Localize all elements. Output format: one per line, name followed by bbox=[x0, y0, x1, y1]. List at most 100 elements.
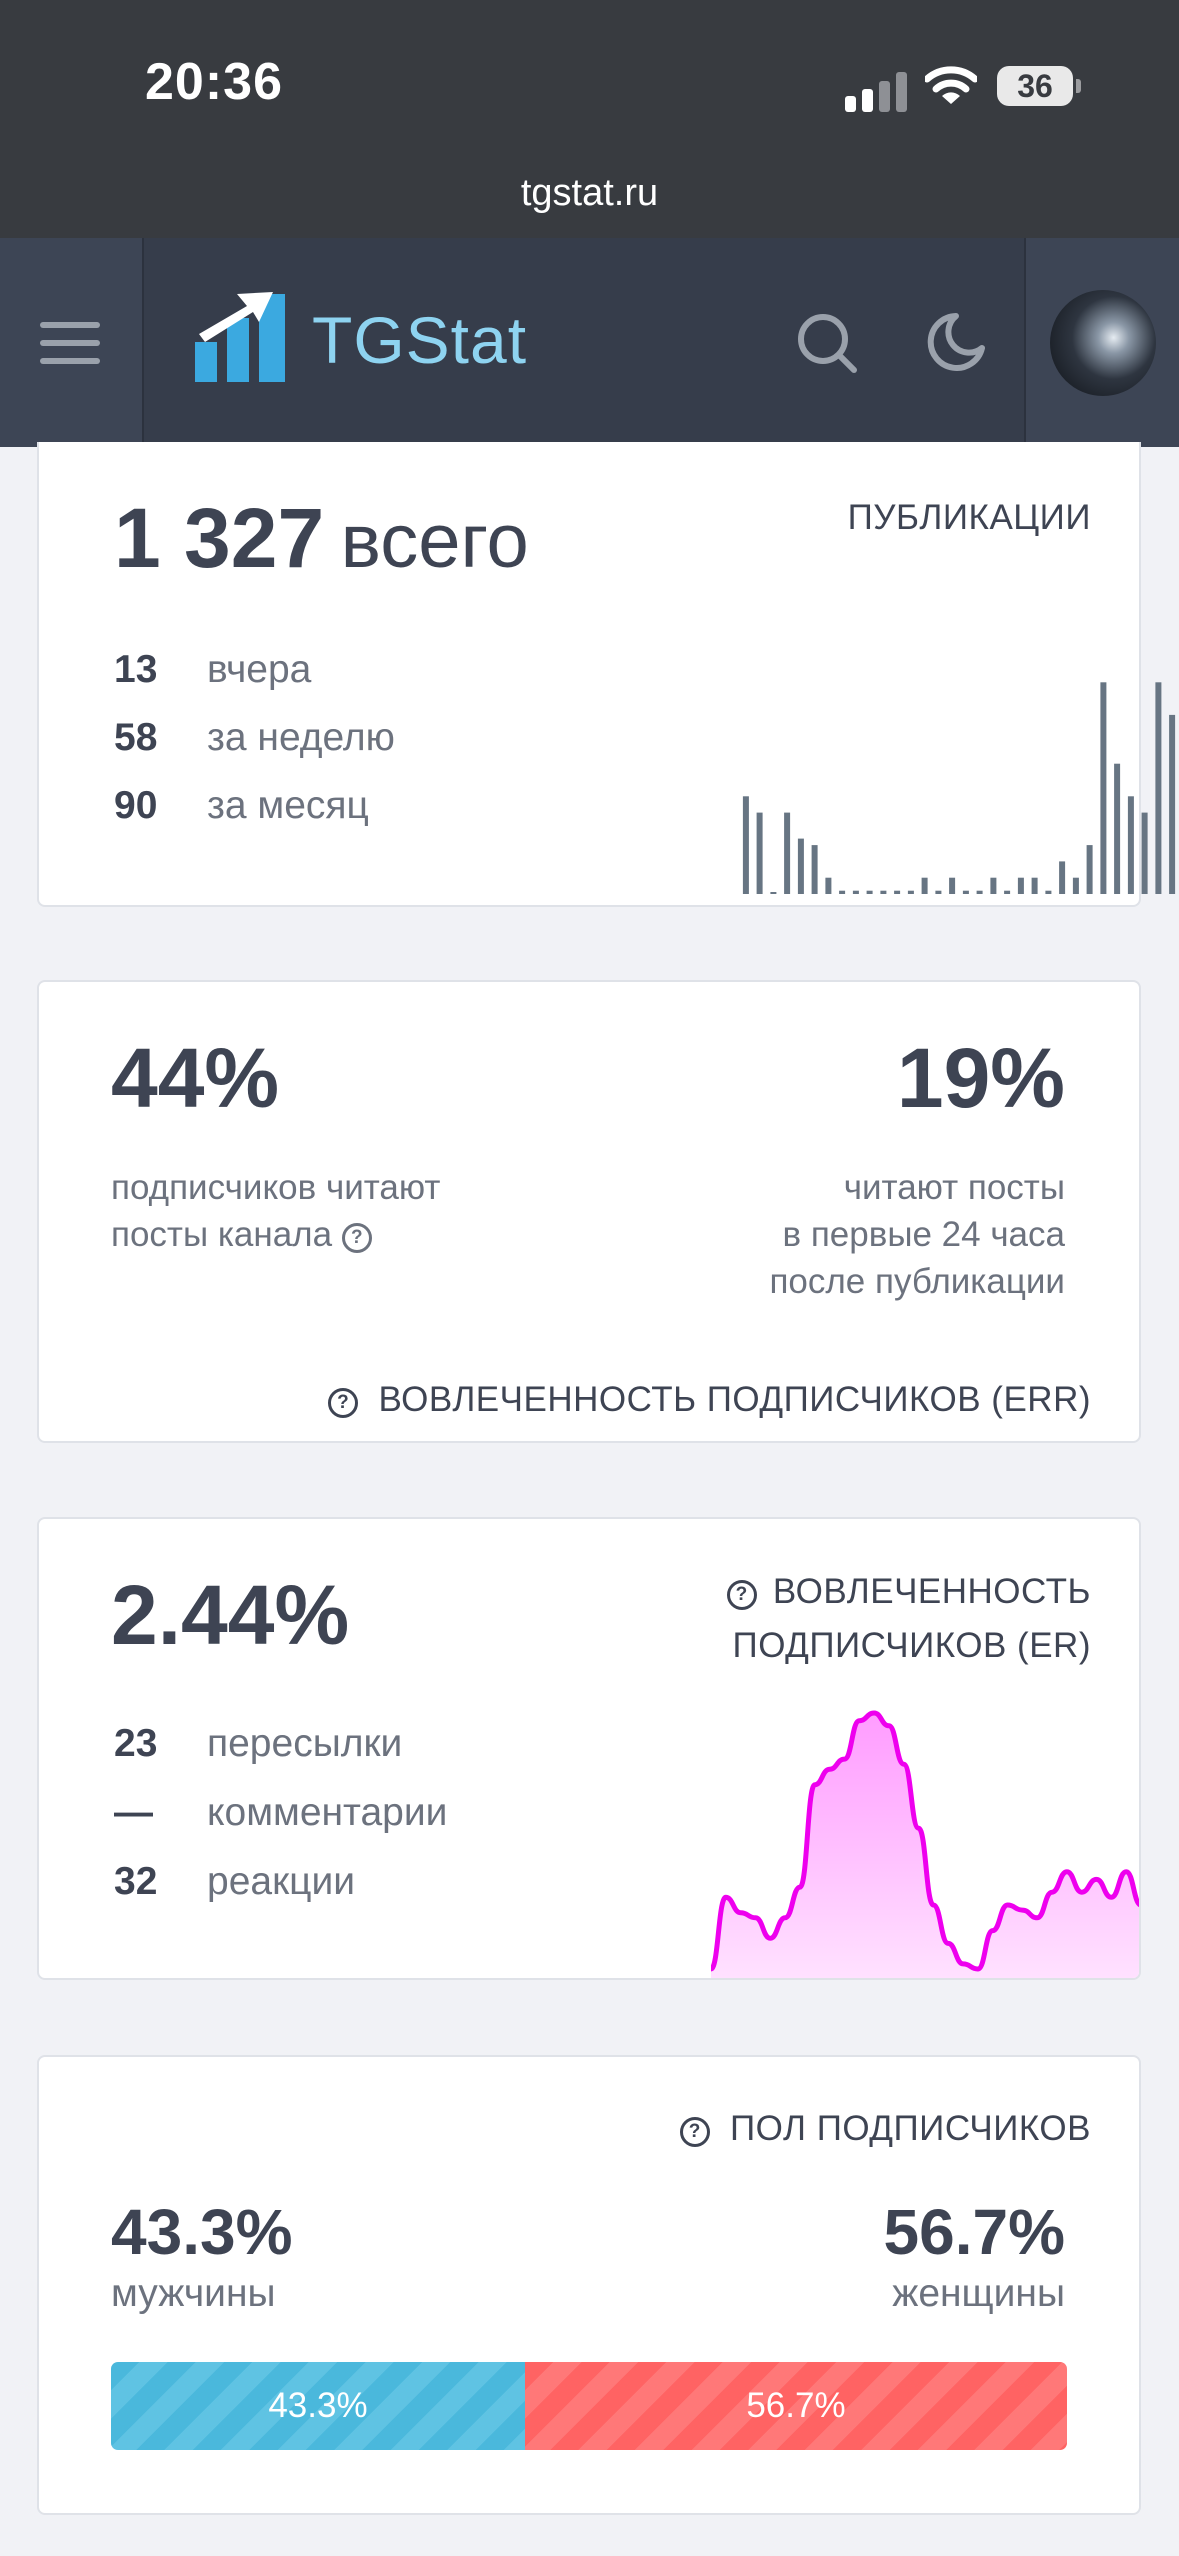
moon-icon[interactable] bbox=[926, 312, 986, 372]
publications-bar bbox=[1031, 877, 1038, 894]
help-icon[interactable]: ? bbox=[328, 1388, 359, 1418]
logo-text[interactable]: TGStat bbox=[312, 303, 528, 377]
er-stat-row-comments: — комментарии bbox=[114, 1791, 447, 1835]
publications-bar bbox=[976, 890, 983, 894]
publications-bar bbox=[756, 812, 763, 894]
user-menu[interactable] bbox=[1024, 238, 1179, 447]
er-area-chart bbox=[711, 1710, 1139, 1978]
err-right-desc: читают посты в первые 24 часа после публ… bbox=[769, 1164, 1065, 1305]
site-navbar: TGStat bbox=[0, 238, 1179, 447]
err-left-desc-text: посты канала bbox=[111, 1215, 333, 1254]
tgstat-logo-icon[interactable] bbox=[195, 290, 289, 382]
publications-bar bbox=[1072, 877, 1079, 894]
publications-card: 1 327 всего ПУБЛИКАЦИИ 13 вчера 58 за неде… bbox=[37, 442, 1176, 907]
gender-card: ? ПОЛ ПОДПИСЧИКОВ 43.3% мужчины 56.7% же… bbox=[37, 2055, 1141, 2515]
err-left-value: 44% bbox=[111, 1031, 280, 1125]
stat-value: 90 bbox=[114, 784, 158, 827]
gender-bar-male[interactable]: 43.3% bbox=[111, 2362, 525, 2450]
gender-heading: ? ПОЛ ПОДПИСЧИКОВ bbox=[679, 2109, 1091, 2149]
gender-bar-female[interactable]: 56.7% bbox=[524, 2362, 1067, 2450]
address-bar-url[interactable]: tgstat.ru bbox=[520, 172, 659, 214]
publications-bar bbox=[839, 890, 846, 894]
publications-bar bbox=[907, 890, 914, 894]
stat-row-week: 58 за неделю bbox=[114, 716, 395, 760]
publications-bar bbox=[797, 838, 804, 894]
female-label: женщины bbox=[892, 2272, 1065, 2315]
er-heading-line: ПОДПИСЧИКОВ (ER) bbox=[732, 1626, 1091, 1665]
publications-bar bbox=[1059, 861, 1066, 894]
publications-bar bbox=[1100, 682, 1107, 894]
help-icon[interactable]: ? bbox=[679, 2117, 710, 2147]
stat-label: за неделю bbox=[207, 716, 395, 759]
male-label: мужчины bbox=[111, 2272, 276, 2315]
err-left-desc: подписчиков читают посты канала ? bbox=[111, 1164, 440, 1258]
err-left-desc-line: подписчиков читают bbox=[111, 1168, 441, 1207]
er-card: 2.44% ? ВОВЛЕЧЕННОСТЬ ПОДПИСЧИКОВ (ER) 2… bbox=[37, 1517, 1141, 1980]
er-heading-line: ? ВОВЛЕЧЕННОСТЬ bbox=[726, 1565, 1091, 1619]
publications-bar bbox=[1017, 877, 1024, 894]
err-right-desc-line: читают посты bbox=[843, 1168, 1065, 1207]
stat-label: комментарии bbox=[207, 1791, 448, 1834]
err-footer: ? ВОВЛЕЧЕННОСТЬ ПОДПИСЧИКОВ (ERR) bbox=[328, 1380, 1091, 1420]
publications-bar bbox=[811, 845, 818, 894]
cellular-signal-icon bbox=[845, 70, 907, 112]
publications-bar bbox=[935, 890, 942, 894]
female-percent: 56.7% bbox=[883, 2196, 1065, 2268]
publications-bar bbox=[990, 877, 997, 894]
er-value: 2.44% bbox=[111, 1568, 350, 1662]
publications-bar bbox=[880, 890, 887, 894]
help-icon[interactable]: ? bbox=[726, 1580, 757, 1610]
help-icon[interactable]: ? bbox=[341, 1223, 372, 1253]
stat-value: 32 bbox=[114, 1860, 158, 1903]
err-right-desc-line: в первые 24 часа bbox=[782, 1215, 1065, 1254]
avatar[interactable] bbox=[1050, 290, 1156, 396]
publications-heading: ПУБЛИКАЦИИ bbox=[847, 498, 1091, 537]
publications-total-label: всего bbox=[340, 499, 529, 584]
stat-value: 58 bbox=[114, 716, 158, 759]
err-left-desc-line: посты канала ? bbox=[111, 1211, 440, 1258]
publications-total: 1 327 всего bbox=[114, 490, 529, 587]
publications-bar bbox=[1141, 812, 1148, 894]
stat-row-month: 90 за месяц bbox=[114, 784, 369, 828]
search-icon[interactable] bbox=[796, 312, 858, 374]
publications-bar bbox=[852, 890, 859, 894]
err-right-value: 19% bbox=[896, 1031, 1065, 1125]
er-area-fill bbox=[711, 1713, 1139, 1978]
stat-row-yesterday: 13 вчера bbox=[114, 648, 311, 692]
stat-label: реакции bbox=[207, 1860, 356, 1903]
status-bar: 20:36 36 tgstat.ru bbox=[0, 0, 1179, 238]
stat-value: — bbox=[114, 1791, 153, 1834]
battery-tip bbox=[1076, 79, 1081, 93]
publications-bar bbox=[1127, 796, 1134, 894]
publications-bar bbox=[866, 890, 873, 894]
male-percent: 43.3% bbox=[111, 2196, 293, 2268]
stat-label: за месяц bbox=[207, 784, 369, 827]
err-right-desc-line: после публикации bbox=[769, 1262, 1065, 1301]
err-footer-text: ВОВЛЕЧЕННОСТЬ ПОДПИСЧИКОВ (ERR) bbox=[378, 1380, 1091, 1419]
publications-bar-chart bbox=[742, 682, 1176, 894]
er-stat-row-reactions: 32 реакции bbox=[114, 1860, 355, 1904]
clock: 20:36 bbox=[145, 53, 283, 111]
hamburger-icon bbox=[40, 322, 100, 364]
stat-label: вчера bbox=[207, 648, 312, 691]
publications-bar bbox=[949, 877, 956, 894]
stat-label: пересылки bbox=[207, 1722, 403, 1765]
publications-bar bbox=[1114, 763, 1121, 894]
publications-bar bbox=[784, 812, 791, 894]
gender-progress-bar: 43.3% 56.7% bbox=[111, 2362, 1067, 2450]
publications-bar bbox=[825, 877, 832, 894]
publications-bar bbox=[1004, 890, 1011, 894]
publications-bar bbox=[1045, 890, 1052, 894]
er-series-line bbox=[711, 1710, 1139, 1972]
publications-total-value: 1 327 bbox=[114, 491, 325, 585]
publications-bar bbox=[770, 892, 777, 894]
publications-bar bbox=[1155, 682, 1162, 894]
err-card: 44% подписчиков читают посты канала ? 19… bbox=[37, 980, 1141, 1443]
publications-bar bbox=[742, 796, 749, 894]
publications-bar bbox=[1086, 845, 1093, 894]
menu-button[interactable] bbox=[0, 238, 144, 447]
stat-value: 13 bbox=[114, 648, 158, 691]
publications-bar bbox=[894, 890, 901, 894]
gender-heading-text: ПОЛ ПОДПИСЧИКОВ bbox=[730, 2109, 1091, 2148]
publications-bar bbox=[1169, 714, 1176, 894]
